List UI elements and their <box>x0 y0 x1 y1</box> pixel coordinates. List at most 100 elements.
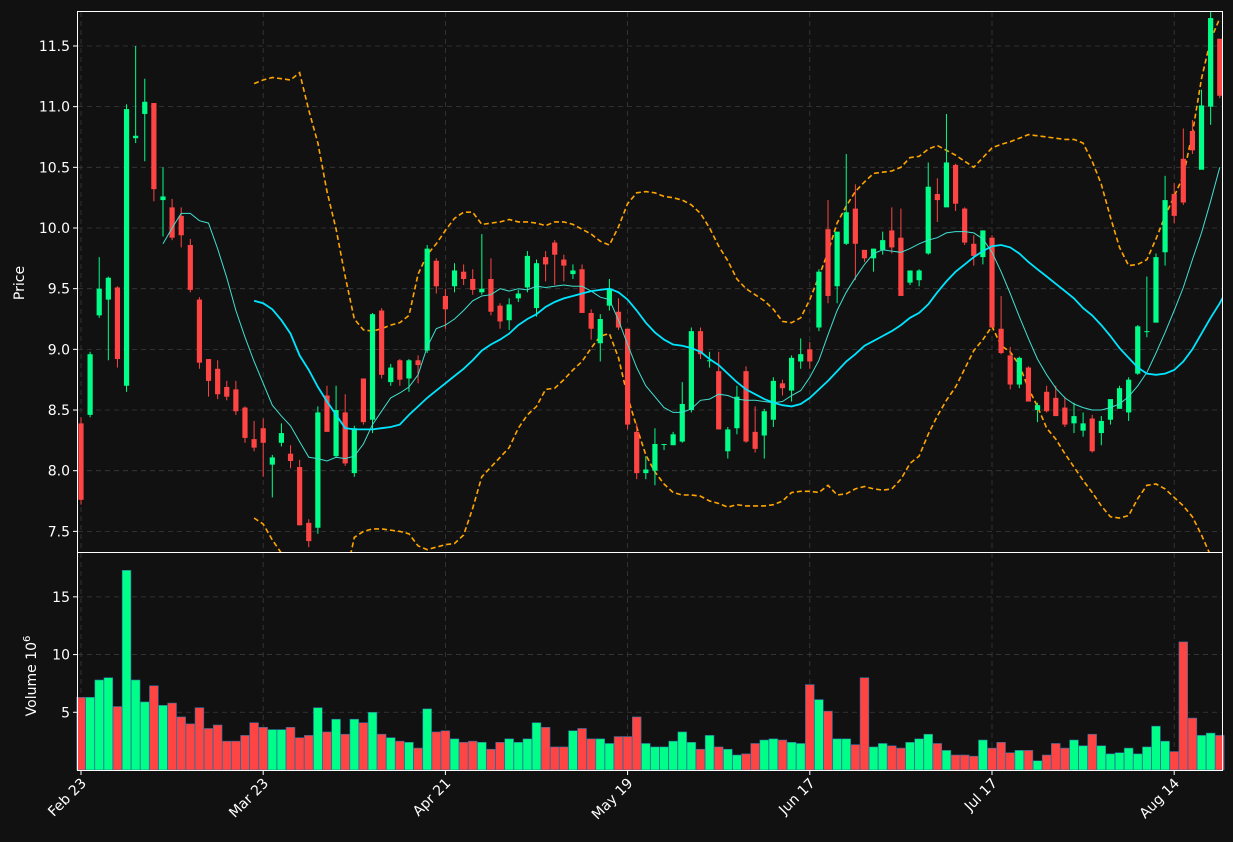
volume-bar <box>458 741 469 771</box>
fast-moving-average-line <box>162 167 1221 462</box>
volume-bar <box>222 740 232 771</box>
volume-bar <box>741 753 751 771</box>
candle-body <box>178 215 184 236</box>
volume-bar <box>877 743 888 771</box>
candle-body <box>834 231 840 287</box>
volume-bar <box>1205 732 1216 771</box>
volume-bar <box>659 746 669 771</box>
candle-body <box>151 103 157 190</box>
volume-bar <box>1196 735 1207 771</box>
candle-body <box>1034 405 1041 411</box>
candle-body <box>1089 418 1095 452</box>
volume-axis-label-text: Volume 10 <box>24 642 40 716</box>
lower-band-line <box>253 324 1210 552</box>
volume-bar <box>1105 753 1116 771</box>
candle-body <box>561 259 567 266</box>
volume-bar <box>577 728 587 771</box>
volume-bar <box>140 701 150 771</box>
candle-body <box>1153 257 1159 323</box>
volume-bar <box>367 711 378 771</box>
candle-body <box>1144 331 1150 333</box>
volume-bar <box>914 738 924 771</box>
volume-bar <box>732 754 742 771</box>
volume-bar <box>185 723 196 771</box>
candle-body <box>451 270 458 287</box>
volume-bar <box>386 737 396 771</box>
candle-body <box>133 135 139 139</box>
candle-body <box>488 278 494 312</box>
candle-body <box>242 407 248 438</box>
price-tick-label: 9.5 <box>48 282 70 298</box>
candle-body <box>716 371 722 430</box>
volume-bar <box>240 735 250 771</box>
volume-bar <box>94 679 104 771</box>
volume-bar <box>604 743 615 771</box>
candle-body <box>625 328 631 425</box>
volume-bar <box>987 747 997 771</box>
volume-bar <box>941 750 952 771</box>
candle-body <box>1189 130 1196 151</box>
volume-bar <box>167 702 177 771</box>
candle-body <box>1180 158 1186 203</box>
volume-bar <box>1041 754 1052 771</box>
volume-bar <box>1069 739 1079 771</box>
volume-bar <box>550 746 560 771</box>
volume-bar <box>130 679 141 771</box>
candle-body <box>1171 194 1177 216</box>
volume-bar <box>468 740 478 771</box>
candle-body <box>287 453 294 461</box>
candle-body <box>579 269 585 313</box>
volume-bar <box>285 726 296 771</box>
volume-bar <box>486 748 496 771</box>
volume-bar <box>1078 745 1088 771</box>
volume-bar <box>112 706 123 771</box>
candle-body <box>989 237 995 328</box>
volume-grid <box>78 553 1222 770</box>
volume-bar <box>504 738 514 771</box>
candle-body <box>533 263 540 309</box>
volume-bar <box>276 729 287 771</box>
candle-body <box>1198 105 1205 170</box>
volume-bar <box>568 730 578 771</box>
volume-bar <box>896 747 906 771</box>
candle-body <box>880 240 886 250</box>
volume-bar <box>404 741 414 771</box>
volume-bar <box>513 741 523 771</box>
volume-bar <box>1005 752 1015 771</box>
candle-body <box>379 310 385 375</box>
candle-body <box>661 444 667 445</box>
volume-bar <box>413 747 423 771</box>
candle-body <box>415 360 421 366</box>
volume-bar <box>686 741 697 771</box>
volume-bar <box>859 677 870 771</box>
candle-body <box>907 270 913 283</box>
price-tick-label: 10.5 <box>39 160 70 176</box>
volume-bar <box>267 729 278 771</box>
volume-bar <box>1096 745 1107 771</box>
candle-body <box>688 331 694 411</box>
candle-body <box>260 428 266 443</box>
moving-averages <box>162 167 1222 462</box>
candle-body <box>160 196 166 201</box>
volume-bar <box>723 748 733 771</box>
candle-body <box>788 357 795 391</box>
candle-body <box>96 288 102 316</box>
volume-bar <box>1151 725 1161 771</box>
volume-bar <box>1178 641 1189 771</box>
volume-bar <box>868 746 879 771</box>
volume-bar <box>959 754 970 771</box>
candle-body <box>1007 355 1013 385</box>
volume-bar <box>431 731 441 771</box>
candle-body <box>816 271 822 328</box>
volume-bar <box>932 743 943 771</box>
volume-bar <box>149 685 159 771</box>
candle-body <box>770 380 776 420</box>
volume-bar <box>103 677 114 771</box>
candle-body <box>78 423 84 500</box>
volume-bar <box>950 754 961 771</box>
volume-bar <box>650 746 660 771</box>
volume-bar <box>713 746 724 771</box>
volume-bar <box>531 722 542 771</box>
candle-body <box>215 368 221 395</box>
volume-bar <box>477 741 487 771</box>
